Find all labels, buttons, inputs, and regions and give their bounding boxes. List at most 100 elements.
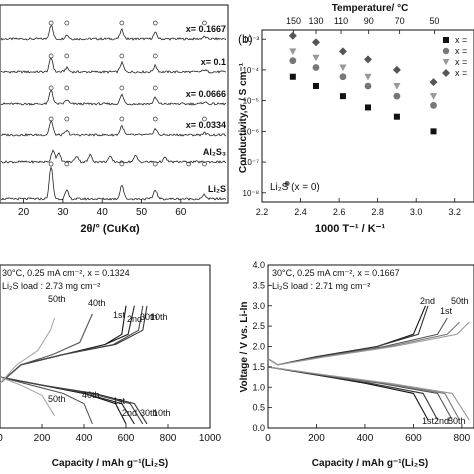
conductivity-point-triangle: [393, 82, 401, 90]
xrd-x-tick-label: 20: [18, 207, 30, 218]
temperature-tick-label: 70: [395, 16, 405, 26]
xrd-peak-marker: [119, 53, 125, 59]
conductivity-point-triangle: [339, 64, 347, 72]
xrd-frame: [0, 4, 229, 204]
cycle-label-charge: 1st: [113, 310, 126, 320]
conductivity-x-axis-label: 1000 T⁻¹ / K⁻¹: [315, 223, 386, 235]
panel-d-x-axis-label: Capacity / mAh g⁻¹(Li₂S): [312, 458, 428, 469]
xrd-trace: [0, 149, 227, 164]
xrd-peak-marker: [48, 116, 54, 122]
conductivity-point-triangle: [364, 73, 372, 81]
xrd-x-tick-label: 50: [136, 207, 148, 218]
cycle-charge-curve: [0, 313, 93, 384]
xrd-trace: [0, 165, 227, 201]
temperature-tick-label: 150: [286, 16, 301, 26]
capacity-tick-label: 800: [454, 433, 471, 444]
xrd-x-tick-label: 30: [57, 207, 69, 218]
charge-discharge-panel-d: 30°C, 0.25 mA cm⁻², x = 0.1667 Li₂S load…: [239, 260, 474, 469]
xrd-peak-marker: [202, 161, 207, 167]
cycle-label-charge: 1st: [440, 306, 453, 316]
xrd-peak-marker: [202, 20, 207, 26]
conductivity-point-circle: [393, 92, 401, 100]
conductivity-point-circle: [339, 73, 347, 81]
conductivity-point-square: [312, 82, 319, 89]
legend-label: x =: [455, 57, 467, 67]
cycle-label-charge: 50th: [451, 296, 469, 306]
cycle-label-charge: 10th: [150, 312, 168, 322]
cycle-label-discharge: 40th: [82, 390, 100, 400]
panel-c-x-axis-label: Capacity / mAh g⁻¹(Li₂S): [52, 458, 168, 469]
conductivity-point-diamond: [364, 55, 372, 64]
legend-label: x =: [455, 46, 467, 56]
cycle-discharge-curve: [267, 366, 460, 421]
panel-d-header: 30°C, 0.25 mA cm⁻², x = 0.1667: [272, 268, 400, 278]
cycle-discharge-curve: [0, 376, 144, 425]
xrd-peak-marker: [48, 161, 54, 167]
xrd-traces: [0, 20, 227, 201]
cycle-label-discharge: 50th: [48, 394, 66, 404]
cycle-charge-curve: [267, 321, 470, 366]
xrd-x-tick-label: 40: [97, 207, 109, 218]
legend-marker-triangle: [442, 59, 450, 66]
conductivity-y-ticks: 10⁻⁸ 10⁻⁷ 10⁻⁶ 10⁻⁵ 10⁻⁴ 10⁻³: [242, 35, 266, 198]
xrd-peak-marker: [64, 53, 70, 59]
conductivity-point-triangle: [289, 48, 297, 56]
cycle-discharge-curve: [0, 376, 56, 417]
temperature-ticks: 150 130 110 90 70 50: [286, 16, 439, 34]
legend-marker-square: [443, 37, 449, 43]
conductivity-y-tick-label: 10⁻⁵: [243, 97, 259, 106]
capacity-tick-label: 400: [76, 433, 93, 444]
xrd-peak-marker: [119, 85, 125, 91]
temperature-tick-label: 50: [429, 16, 439, 26]
conductivity-x-ticks: 2.2 2.4 2.6 2.8 3.0 3.2: [256, 198, 461, 217]
cycle-charge-curve: [0, 317, 56, 384]
conductivity-x-tick-label: 3.2: [448, 207, 461, 217]
conductivity-y-tick-label: 10⁻⁷: [243, 158, 259, 167]
conductivity-x-tick-label: 2.8: [371, 207, 384, 217]
cycle-label-charge: 30th: [140, 312, 158, 322]
conductivity-panel: (b) Temperature/ °C 150 130 110 90 70 50 2.2 2…: [238, 3, 474, 235]
top-axis-label: Temperature/ °C: [332, 3, 409, 14]
xrd-x-ticks: 20 30 40 50 60: [18, 199, 187, 218]
cycle-label-discharge: 2nd: [434, 416, 449, 426]
conductivity-point-circle: [312, 64, 320, 71]
conductivity-y-tick-label: 10⁻⁸: [243, 189, 260, 198]
legend-marker-circle: [442, 47, 450, 55]
conductivity-point-circle: [364, 82, 372, 90]
cycle-discharge-curve: [267, 366, 429, 421]
temperature-tick-label: 90: [364, 16, 374, 26]
li2s-annotation: Li₂S (x = 0): [270, 182, 320, 193]
legend-label: x =: [455, 35, 467, 45]
voltage-tick-label: 1.0: [252, 382, 265, 392]
xrd-peak-marker: [202, 116, 207, 122]
voltage-tick-label: 2.0: [252, 342, 265, 352]
voltage-tick-label: 3.0: [252, 301, 265, 311]
conductivity-y-tick-label: 10⁻⁶: [243, 127, 259, 136]
cycle-label-discharge: 50th: [448, 416, 466, 426]
xrd-panel: x= 0.1667 x= 0.1 x= 0.0666 x= 0.0334 Al₂S₃ Li…: [0, 4, 229, 235]
capacity-tick-label: 400: [357, 433, 374, 444]
conductivity-y-axis-label: Conductivity,σ / S cm⁻¹: [238, 62, 249, 173]
xrd-x-axis-label: 2θ/° (CuKα): [80, 223, 140, 235]
xrd-trace: [0, 89, 227, 106]
conductivity-x-tick-label: 2.6: [333, 207, 346, 217]
voltage-tick-label: 3.5: [252, 280, 265, 290]
cycle-charge-curve: [0, 305, 127, 384]
xrd-peak-marker: [186, 161, 192, 167]
panel-d-subheader: Li₂S load : 2.71 mg cm⁻²: [272, 281, 370, 291]
xrd-series-label: x= 0.1: [201, 57, 226, 67]
voltage-tick-label: 0.5: [252, 403, 265, 413]
panel-d-curves: [267, 305, 470, 421]
panel-d-y-axis-label: Voltage / V vs. Li-In: [239, 302, 250, 393]
conductivity-point-diamond: [338, 47, 347, 56]
xrd-peak-marker: [64, 85, 70, 91]
panel-c-header: 30°C, 0.25 mA cm⁻², x = 0.1324: [2, 268, 130, 278]
capacity-tick-label: 600: [405, 433, 422, 444]
xrd-series-label: Al₂S₃: [203, 147, 226, 157]
conductivity-y-tick-label: 10⁻⁴: [242, 66, 259, 75]
xrd-peak-marker: [48, 20, 54, 26]
conductivity-point-square: [393, 113, 400, 120]
voltage-tick-label: 4.0: [252, 260, 265, 270]
